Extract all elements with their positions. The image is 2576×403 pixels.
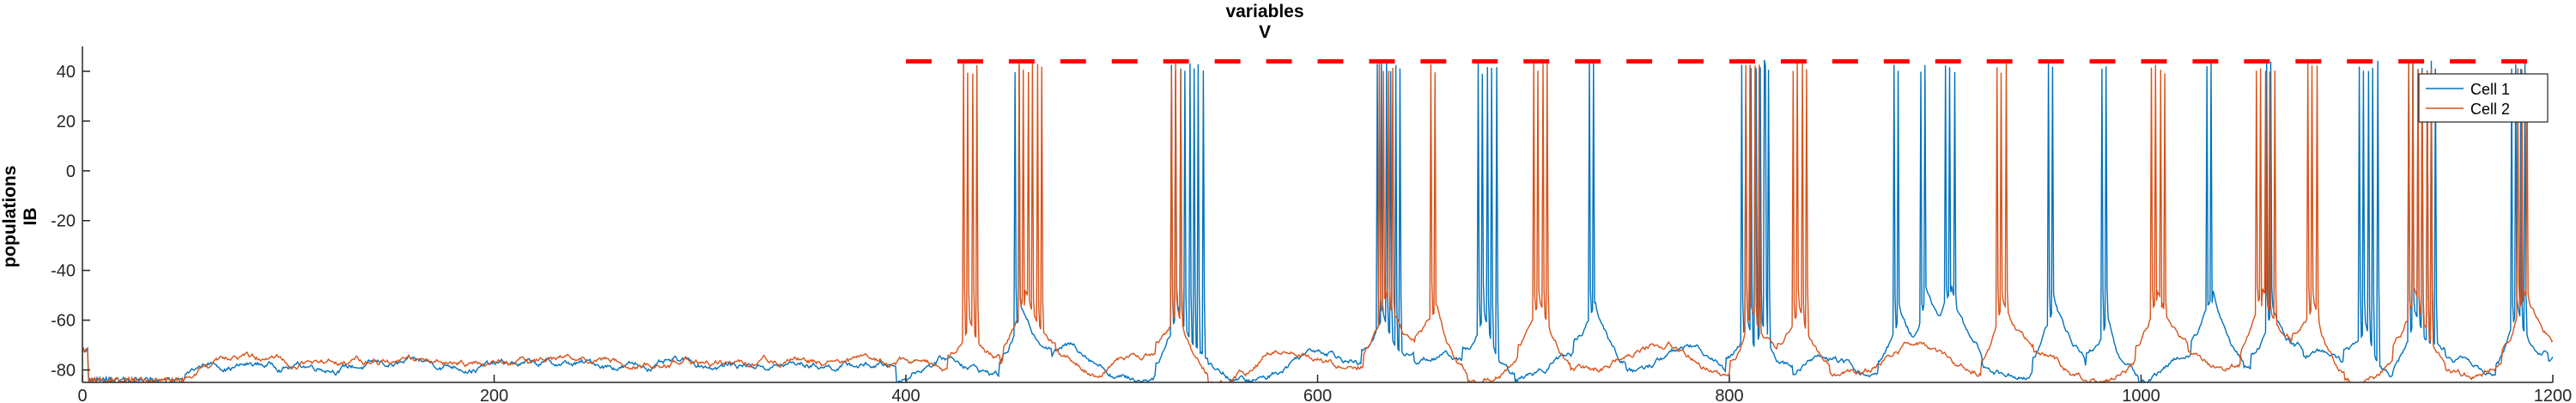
legend-label-1: Cell 1 (2470, 81, 2510, 98)
series-line-2 (82, 58, 2553, 382)
ylabel-population-name: IB (21, 207, 40, 226)
x-tick-label: 1200 (2534, 387, 2573, 403)
y-tick-label: 20 (57, 113, 76, 131)
header-variable-name: V (1258, 22, 1271, 42)
y-tick-label: 40 (57, 63, 76, 82)
legend-box (2418, 73, 2549, 123)
x-tick-label: 800 (1715, 387, 1743, 403)
traces-group (82, 58, 2553, 382)
x-tick-label: 600 (1303, 387, 1332, 403)
header-variables: variables (1225, 2, 1304, 21)
x-tick-label: 400 (891, 387, 920, 403)
y-tick-label: -80 (51, 362, 76, 381)
series-line-1 (82, 59, 2553, 382)
x-tick-label: 0 (77, 387, 87, 403)
x-tick-label: 200 (480, 387, 508, 403)
ylabel-populations: populations (0, 165, 20, 268)
axes-group: 0 200 400 600 800 1000 1200 -80 -60 -40 -20 0 20 40 (51, 46, 2572, 403)
y-tick-label: 0 (66, 162, 76, 181)
y-tick-label: -60 (51, 312, 76, 331)
legend: Cell 1 Cell 2 (2418, 73, 2549, 123)
y-tick-label: -20 (51, 212, 76, 231)
x-tick-label: 1000 (2122, 387, 2160, 403)
y-tick-label: -40 (51, 262, 76, 281)
legend-label-2: Cell 2 (2470, 101, 2510, 118)
